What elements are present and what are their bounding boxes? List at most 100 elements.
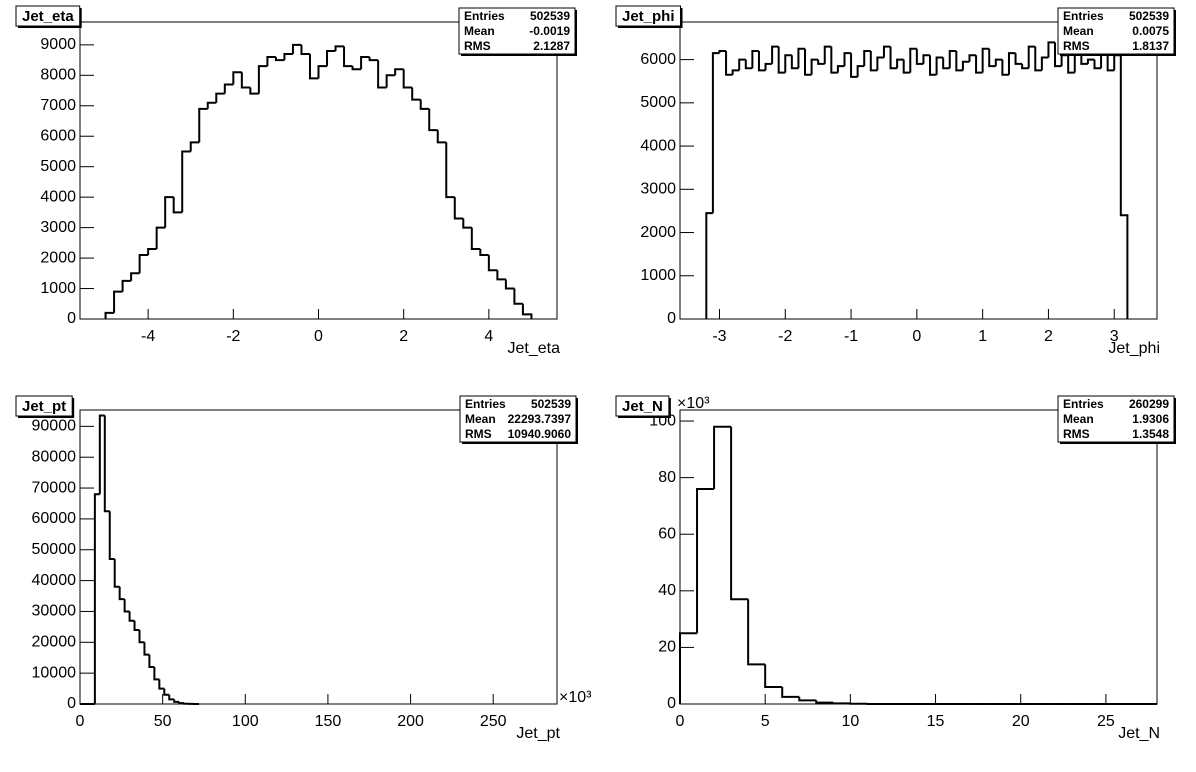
histogram-bin <box>189 141 200 152</box>
y-tick-label: 8000 <box>40 67 76 84</box>
y-tick-label: 0 <box>67 310 76 327</box>
histogram-bin <box>988 48 996 68</box>
histogram-bin <box>696 487 715 634</box>
y-tick-label: 6000 <box>640 51 676 68</box>
histogram-bin <box>103 415 110 513</box>
plot-frame <box>79 409 558 705</box>
histogram-bin <box>93 493 100 704</box>
histogram-bin <box>308 53 319 80</box>
stats-name: RMS <box>1063 39 1090 53</box>
histogram-bin <box>108 511 115 561</box>
stats-name: RMS <box>464 39 491 53</box>
histogram-bin <box>153 666 160 681</box>
histogram-bin <box>351 66 362 71</box>
histogram-bin <box>830 46 838 74</box>
histogram-bin <box>138 254 149 274</box>
x-multiplier: ×10³ <box>559 689 592 706</box>
histogram-bin <box>1093 59 1102 70</box>
y-tick-label: 5000 <box>640 94 676 111</box>
stats-name: Mean <box>1063 412 1094 426</box>
histogram-bin <box>798 696 817 702</box>
histogram-bin <box>843 52 852 67</box>
chart-title: Jet_phi <box>622 8 675 25</box>
histogram-bin <box>909 47 917 73</box>
stats-value: 502539 <box>530 9 570 23</box>
histogram-bin <box>104 311 115 319</box>
x-tick-label: 20 <box>1012 713 1030 730</box>
histogram-bin <box>128 611 135 622</box>
y-tick-label: 6000 <box>40 127 76 144</box>
stats-box <box>459 395 577 443</box>
histogram-bin <box>771 45 779 64</box>
y-tick-label: 40000 <box>32 572 77 589</box>
histogram-bin <box>730 426 749 601</box>
histogram-bin <box>521 303 533 319</box>
x-tick-label: 10 <box>841 713 859 730</box>
histogram-bin <box>504 279 515 290</box>
y-tick-label: 3000 <box>40 219 76 236</box>
x-axis-label: Jet_eta <box>508 340 561 357</box>
histogram-bin <box>711 52 720 214</box>
histogram-bin <box>487 255 498 272</box>
histogram-bin <box>257 65 268 94</box>
x-tick-label: 25 <box>1097 713 1115 730</box>
histogram-bin <box>394 68 404 76</box>
histogram-bin <box>300 44 310 55</box>
histogram-bin <box>178 701 185 705</box>
histogram-bin <box>163 688 170 696</box>
histogram-bin <box>738 58 746 71</box>
y-tick-label: 50000 <box>32 541 77 558</box>
histogram-bin <box>223 83 234 94</box>
stats-name: Entries <box>1063 9 1104 23</box>
histogram-bin <box>377 60 387 89</box>
histogram-bin <box>183 702 190 705</box>
histogram-bin <box>713 425 732 489</box>
y-tick-label: 0 <box>67 695 76 712</box>
y-tick-label: 2000 <box>40 249 76 266</box>
histogram-bin <box>1040 56 1049 71</box>
y-tick-label: 2000 <box>640 224 676 241</box>
histogram-bin <box>942 57 950 70</box>
plot-frame <box>679 21 1158 320</box>
histogram-bin <box>731 69 740 75</box>
histogram-bin <box>1054 42 1062 68</box>
histogram-bin <box>764 62 773 71</box>
x-axis-label: Jet_N <box>1118 725 1160 742</box>
stats-value: 502539 <box>531 397 571 411</box>
x-tick-label: 100 <box>232 713 259 730</box>
y-tick-label: 20000 <box>32 634 77 651</box>
stats-value: 1.9306 <box>1132 412 1169 426</box>
histogram-bin <box>496 270 506 281</box>
histogram-bin <box>981 47 990 73</box>
histogram-bin <box>1034 46 1042 72</box>
x-tick-label: 15 <box>927 713 945 730</box>
y-tick-label: 20 <box>658 639 676 656</box>
stats-value: 0.0075 <box>1132 24 1169 38</box>
x-tick-label: 0 <box>912 328 921 345</box>
histogram-bin <box>419 99 430 110</box>
histogram-bin <box>1007 52 1016 75</box>
y-tick-label: 3000 <box>640 181 676 198</box>
histogram-bin <box>757 50 766 72</box>
histogram-bin <box>343 46 353 68</box>
histogram-bin <box>876 56 884 71</box>
x-tick-label: 0 <box>76 713 85 730</box>
y-tick-label: 1000 <box>640 267 676 284</box>
x-tick-label: 150 <box>315 713 342 730</box>
x-axis-label: Jet_phi <box>1108 340 1160 357</box>
chart-title: Jet_eta <box>22 8 74 25</box>
histogram-bin <box>1014 53 1023 65</box>
histogram-bin <box>744 59 753 70</box>
histogram-bin <box>274 57 285 62</box>
histogram-bin <box>470 227 481 250</box>
histogram-bin <box>896 58 904 69</box>
histogram-bin <box>1106 50 1115 72</box>
histogram-bin <box>929 55 937 76</box>
histogram-bin <box>902 59 911 74</box>
stats-name: Mean <box>1063 24 1094 38</box>
x-tick-label: 0 <box>676 713 685 730</box>
histogram-bin <box>317 65 328 79</box>
histogram-bin <box>815 700 834 704</box>
